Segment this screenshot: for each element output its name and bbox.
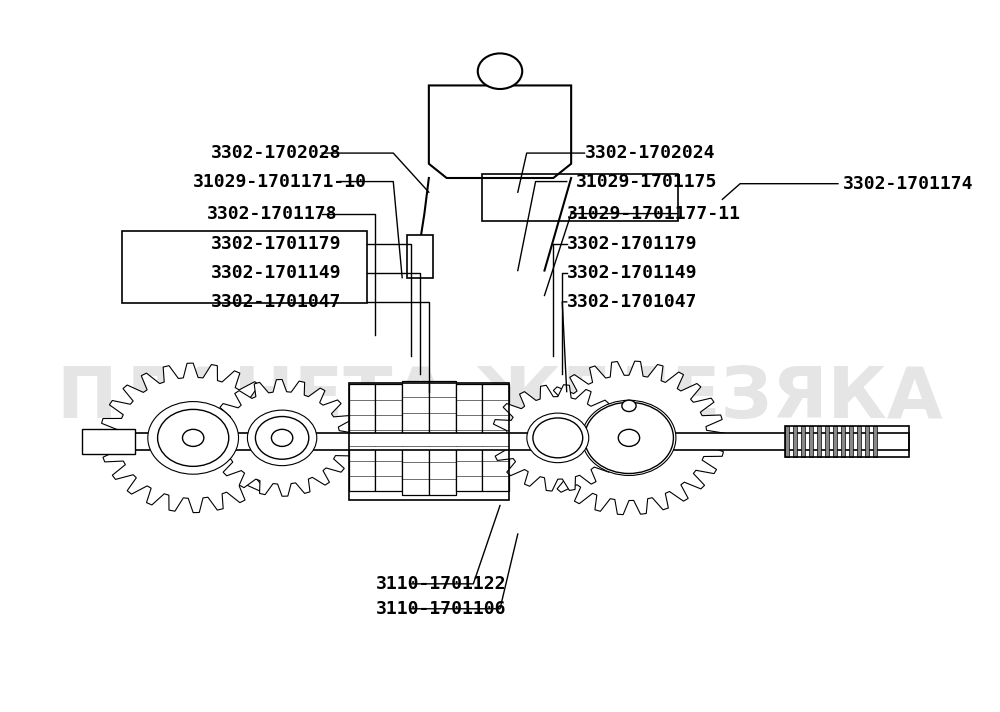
Polygon shape [209, 379, 355, 496]
Text: 3302-1701179: 3302-1701179 [567, 234, 697, 253]
Circle shape [584, 402, 673, 473]
Bar [873, 426, 877, 457]
Text: 3302-1702024: 3302-1702024 [584, 144, 715, 162]
Bar [857, 426, 861, 457]
Text: 3110-1701106: 3110-1701106 [375, 600, 506, 618]
Bar [849, 426, 853, 457]
Bar [817, 426, 821, 457]
Circle shape [158, 409, 229, 466]
Circle shape [618, 429, 640, 446]
Bar [349, 383, 509, 500]
Circle shape [255, 417, 309, 459]
Text: 31029-1701177-11: 31029-1701177-11 [567, 204, 741, 223]
Circle shape [148, 402, 239, 474]
Bar [91, 433, 909, 450]
Text: 3302-1701178: 3302-1701178 [207, 204, 337, 223]
Text: 3302-1701149: 3302-1701149 [567, 263, 697, 282]
Polygon shape [100, 363, 287, 513]
Text: 31029-1701175: 31029-1701175 [576, 172, 717, 191]
Polygon shape [491, 384, 625, 491]
Bar [429, 381, 456, 495]
Bar [407, 235, 433, 278]
Text: ПЛАНЕТА ЖЕЛЕЗЯКА: ПЛАНЕТА ЖЕЛЕЗЯКА [57, 365, 943, 433]
Bar [785, 426, 789, 457]
Bar [809, 426, 813, 457]
Bar [482, 174, 678, 221]
Circle shape [271, 429, 293, 446]
Bar [785, 426, 909, 457]
Text: 3302-1701047: 3302-1701047 [211, 293, 341, 311]
Bar [349, 384, 375, 491]
Bar [82, 429, 135, 454]
Text: 3302-1701047: 3302-1701047 [567, 293, 697, 311]
Bar [375, 384, 402, 491]
Bar [833, 426, 837, 457]
Bar [841, 426, 845, 457]
Text: 3302-1701149: 3302-1701149 [211, 263, 341, 282]
Circle shape [533, 418, 583, 458]
Text: 3302-1701179: 3302-1701179 [211, 234, 341, 253]
Circle shape [182, 429, 204, 446]
Polygon shape [429, 57, 571, 178]
Bar [801, 426, 805, 457]
Circle shape [247, 410, 317, 466]
Text: 3110-1701122: 3110-1701122 [375, 575, 506, 593]
Bar [122, 231, 367, 303]
Circle shape [622, 400, 636, 412]
Bar [825, 426, 829, 457]
Text: 31029-1701171-10: 31029-1701171-10 [193, 172, 367, 191]
Circle shape [582, 400, 676, 476]
Text: 3302-1701174: 3302-1701174 [842, 174, 973, 193]
Bar [793, 426, 797, 457]
Bar [865, 426, 869, 457]
Bar [482, 384, 509, 491]
Polygon shape [533, 361, 725, 515]
Bar [402, 381, 429, 495]
Bar [456, 384, 482, 491]
Circle shape [478, 53, 522, 89]
Circle shape [527, 413, 589, 463]
Text: 3302-1702028: 3302-1702028 [211, 144, 341, 162]
